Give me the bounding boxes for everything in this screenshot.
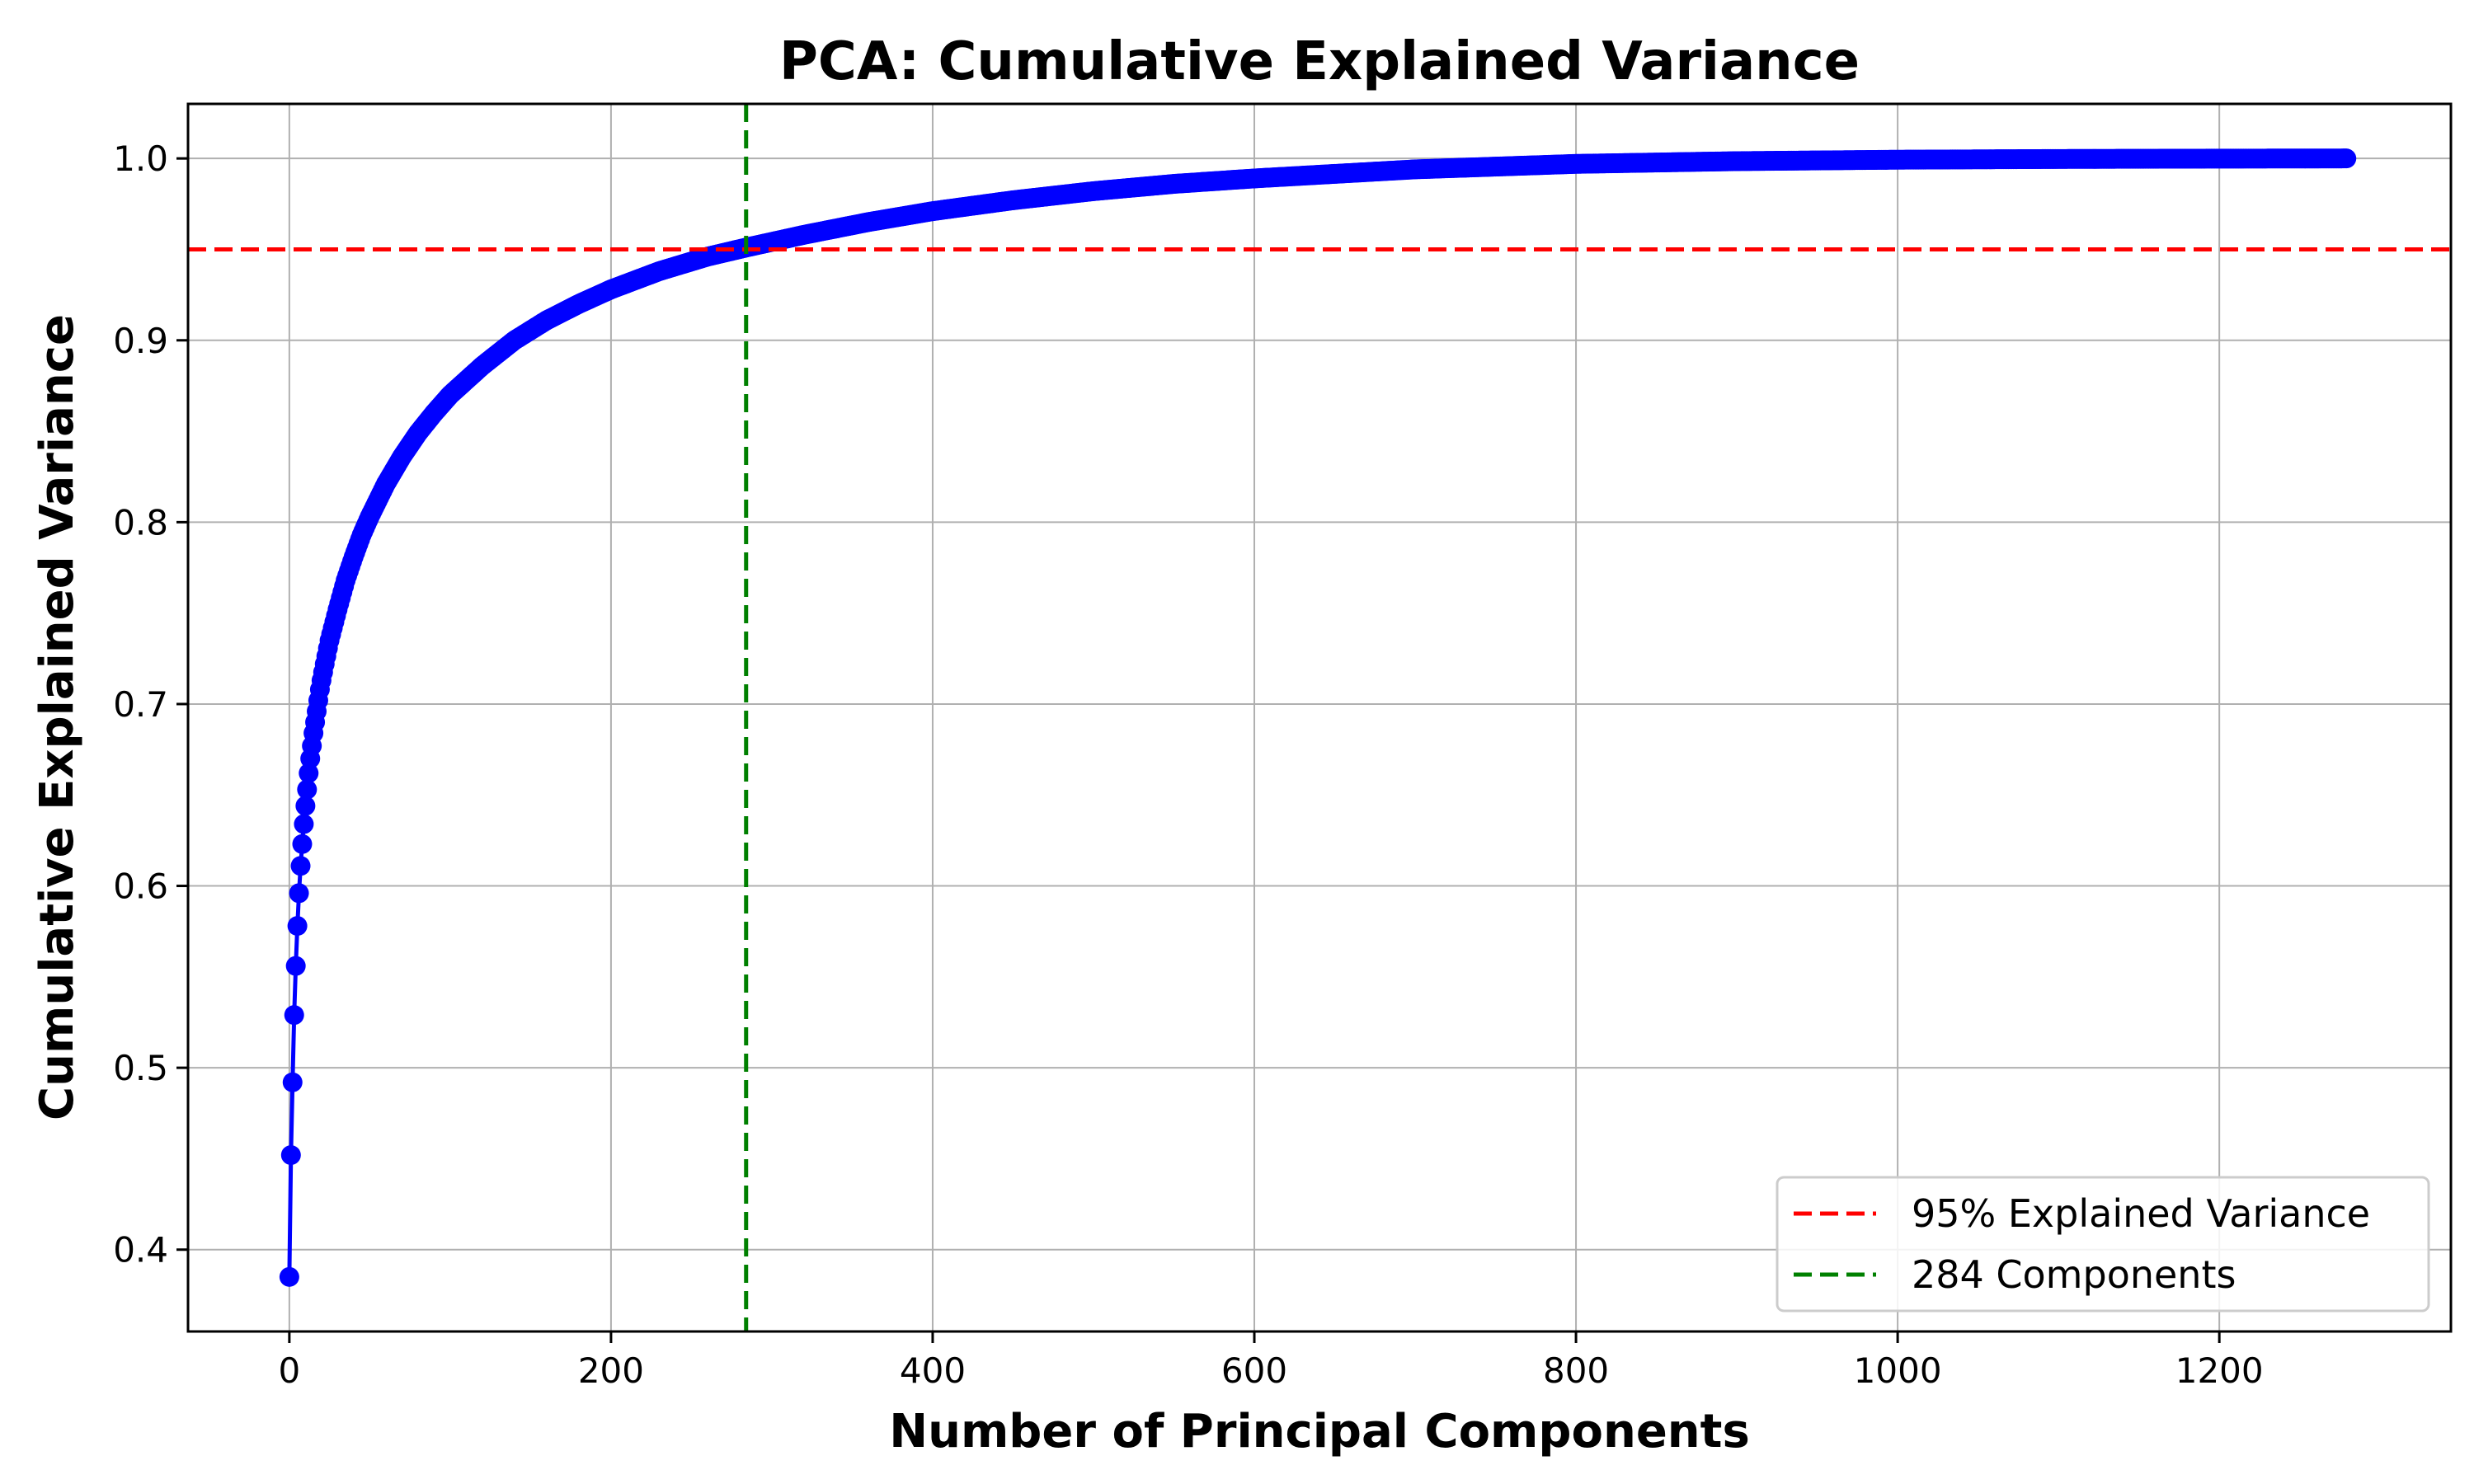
grid	[188, 104, 2451, 1331]
chart-title: PCA: Cumulative Explained Variance	[779, 31, 1860, 92]
plot-frame	[186, 102, 2453, 1333]
x-tick-label: 800	[1543, 1350, 1609, 1391]
legend: 95% Explained Variance 284 Components	[1776, 1176, 2430, 1313]
data-point	[294, 814, 314, 834]
y-tick-label: 0.6	[113, 866, 168, 907]
data-point	[290, 856, 311, 876]
axis-ticks: 0 200 400 600 800 1000 1200 0.4 0.5 0.6 0.7 0.8 0.9 1…	[113, 139, 2263, 1391]
data-point	[295, 796, 316, 816]
x-tick-label: 400	[900, 1350, 966, 1391]
data-point	[289, 883, 309, 904]
legend-label-threshold: 95% Explained Variance	[1912, 1191, 2370, 1236]
data-point	[279, 1266, 299, 1287]
x-tick-label: 200	[578, 1350, 644, 1391]
y-tick-label: 0.8	[113, 502, 168, 542]
y-tick-label: 1.0	[113, 139, 168, 179]
data-point	[280, 1145, 301, 1166]
data-point	[287, 916, 308, 937]
data-point	[285, 956, 306, 976]
y-tick-label: 0.7	[113, 684, 168, 725]
x-tick-label: 600	[1221, 1350, 1287, 1391]
y-tick-label: 0.4	[113, 1230, 168, 1270]
x-tick-label: 1000	[1854, 1350, 1942, 1391]
legend-box	[1776, 1176, 2430, 1313]
x-tick-label: 0	[278, 1350, 300, 1391]
y-tick-label: 0.9	[113, 321, 168, 361]
legend-label-components: 284 Components	[1912, 1252, 2236, 1297]
plot-area	[188, 104, 2451, 1331]
y-tick-label: 0.5	[113, 1048, 168, 1088]
x-tick-label: 1200	[2175, 1350, 2264, 1391]
data-point	[284, 1005, 304, 1026]
data-point	[2336, 148, 2357, 169]
y-axis-title: Cumulative Explained Variance	[31, 314, 84, 1120]
data-point	[299, 763, 319, 783]
data-point	[297, 779, 317, 800]
data-point	[282, 1072, 303, 1092]
x-axis-title: Number of Principal Components	[889, 1405, 1750, 1458]
data-point	[292, 834, 313, 854]
